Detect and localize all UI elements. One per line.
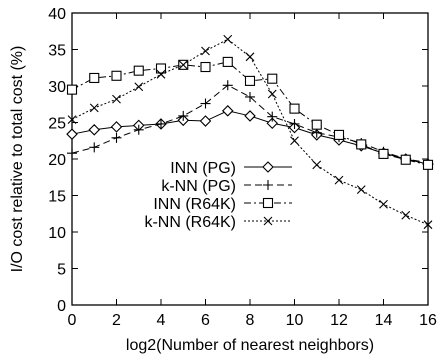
x-axis-label: log2(Number of nearest neighbors)	[126, 337, 374, 354]
data-point	[112, 94, 121, 104]
series-line	[71, 61, 429, 166]
y-tick-label: 5	[57, 262, 66, 279]
data-point	[178, 60, 188, 70]
data-point	[423, 220, 433, 230]
x-tick-label: 6	[201, 312, 210, 329]
data-point	[312, 160, 322, 170]
data-point	[378, 148, 389, 159]
y-tick-label: 25	[48, 116, 66, 133]
legend-label: k-NN (PG)	[161, 178, 236, 195]
data-point	[110, 121, 123, 133]
data-point	[267, 111, 278, 122]
data-point	[66, 84, 78, 95]
legend-layer: INN (PG)k-NN (PG)INN (R64K)k-NN (R64K)	[144, 160, 292, 231]
y-tick-label: 40	[48, 6, 66, 23]
y-tick-label: 35	[48, 43, 66, 60]
data-point	[178, 110, 189, 121]
data-point	[379, 199, 388, 209]
legend-entry: k-NN (R64K)	[144, 214, 292, 231]
series-3	[67, 34, 433, 230]
data-point	[67, 115, 77, 124]
data-point	[222, 56, 233, 67]
y-axis-label: I/O cost relative to total cost (%)	[9, 46, 26, 273]
series-line	[71, 38, 429, 226]
legend-label: INN (R64K)	[153, 196, 236, 213]
legend-entry: INN (R64K)	[153, 196, 292, 213]
data-point	[88, 124, 101, 136]
legend-marker	[263, 216, 273, 226]
data-point	[311, 119, 322, 130]
data-point	[221, 105, 234, 117]
data-point	[401, 210, 411, 220]
legend-marker	[263, 180, 273, 190]
data-point	[422, 159, 434, 170]
y-tick-label: 30	[48, 79, 66, 96]
x-tick-label: 8	[246, 312, 255, 329]
data-point	[200, 61, 211, 73]
y-tick-label: 20	[48, 152, 66, 169]
series-1	[67, 80, 433, 168]
x-tick-label: 12	[330, 312, 348, 329]
legend-label: k-NN (R64K)	[144, 214, 236, 231]
legend-entry: INN (PG)	[170, 160, 292, 177]
data-point	[333, 129, 345, 140]
series-2	[66, 56, 434, 170]
x-tick-label: 2	[112, 312, 121, 329]
data-point	[200, 98, 211, 109]
data-point	[245, 91, 255, 102]
data-point	[289, 118, 300, 129]
data-point	[89, 103, 99, 113]
y-tick-label: 15	[48, 189, 66, 206]
data-point	[266, 117, 279, 130]
data-point	[222, 80, 233, 91]
data-point	[66, 128, 78, 140]
data-point	[133, 124, 144, 135]
data-point	[267, 89, 277, 99]
data-point	[244, 75, 256, 86]
data-point	[223, 34, 233, 44]
legend-marker	[262, 161, 274, 173]
data-point	[290, 136, 299, 146]
data-point	[134, 82, 144, 92]
data-point	[155, 63, 167, 74]
data-point	[199, 115, 212, 127]
data-point	[67, 148, 77, 159]
data-point	[201, 46, 210, 56]
series-layer	[66, 34, 434, 230]
legend-entry: k-NN (PG)	[161, 178, 292, 195]
data-point	[356, 139, 367, 150]
data-point	[289, 103, 300, 114]
y-tick-label: 0	[57, 298, 66, 315]
data-point	[156, 118, 166, 129]
x-tick-label: 10	[286, 312, 304, 329]
legend-label: INN (PG)	[170, 160, 236, 177]
data-point	[111, 70, 122, 81]
data-point	[89, 142, 100, 153]
data-point	[245, 52, 255, 62]
x-tick-label: 0	[68, 312, 77, 329]
x-tick-label: 16	[419, 312, 437, 329]
data-point	[356, 185, 366, 195]
data-point	[156, 69, 166, 79]
data-point	[400, 154, 411, 165]
data-point	[267, 73, 278, 84]
data-point	[111, 132, 122, 143]
data-point	[89, 72, 100, 84]
x-tick-label: 14	[375, 312, 393, 329]
axes-layer: 0 2 4 6 8 10 12 14 16 0 5 10 15 20 25 30 35 40	[48, 6, 437, 329]
series-0	[66, 105, 434, 170]
legend-marker	[262, 197, 274, 209]
data-point	[244, 110, 256, 122]
x-tick-label: 4	[157, 312, 166, 329]
data-point	[334, 175, 344, 185]
data-point	[133, 65, 144, 76]
y-tick-label: 10	[48, 225, 66, 242]
